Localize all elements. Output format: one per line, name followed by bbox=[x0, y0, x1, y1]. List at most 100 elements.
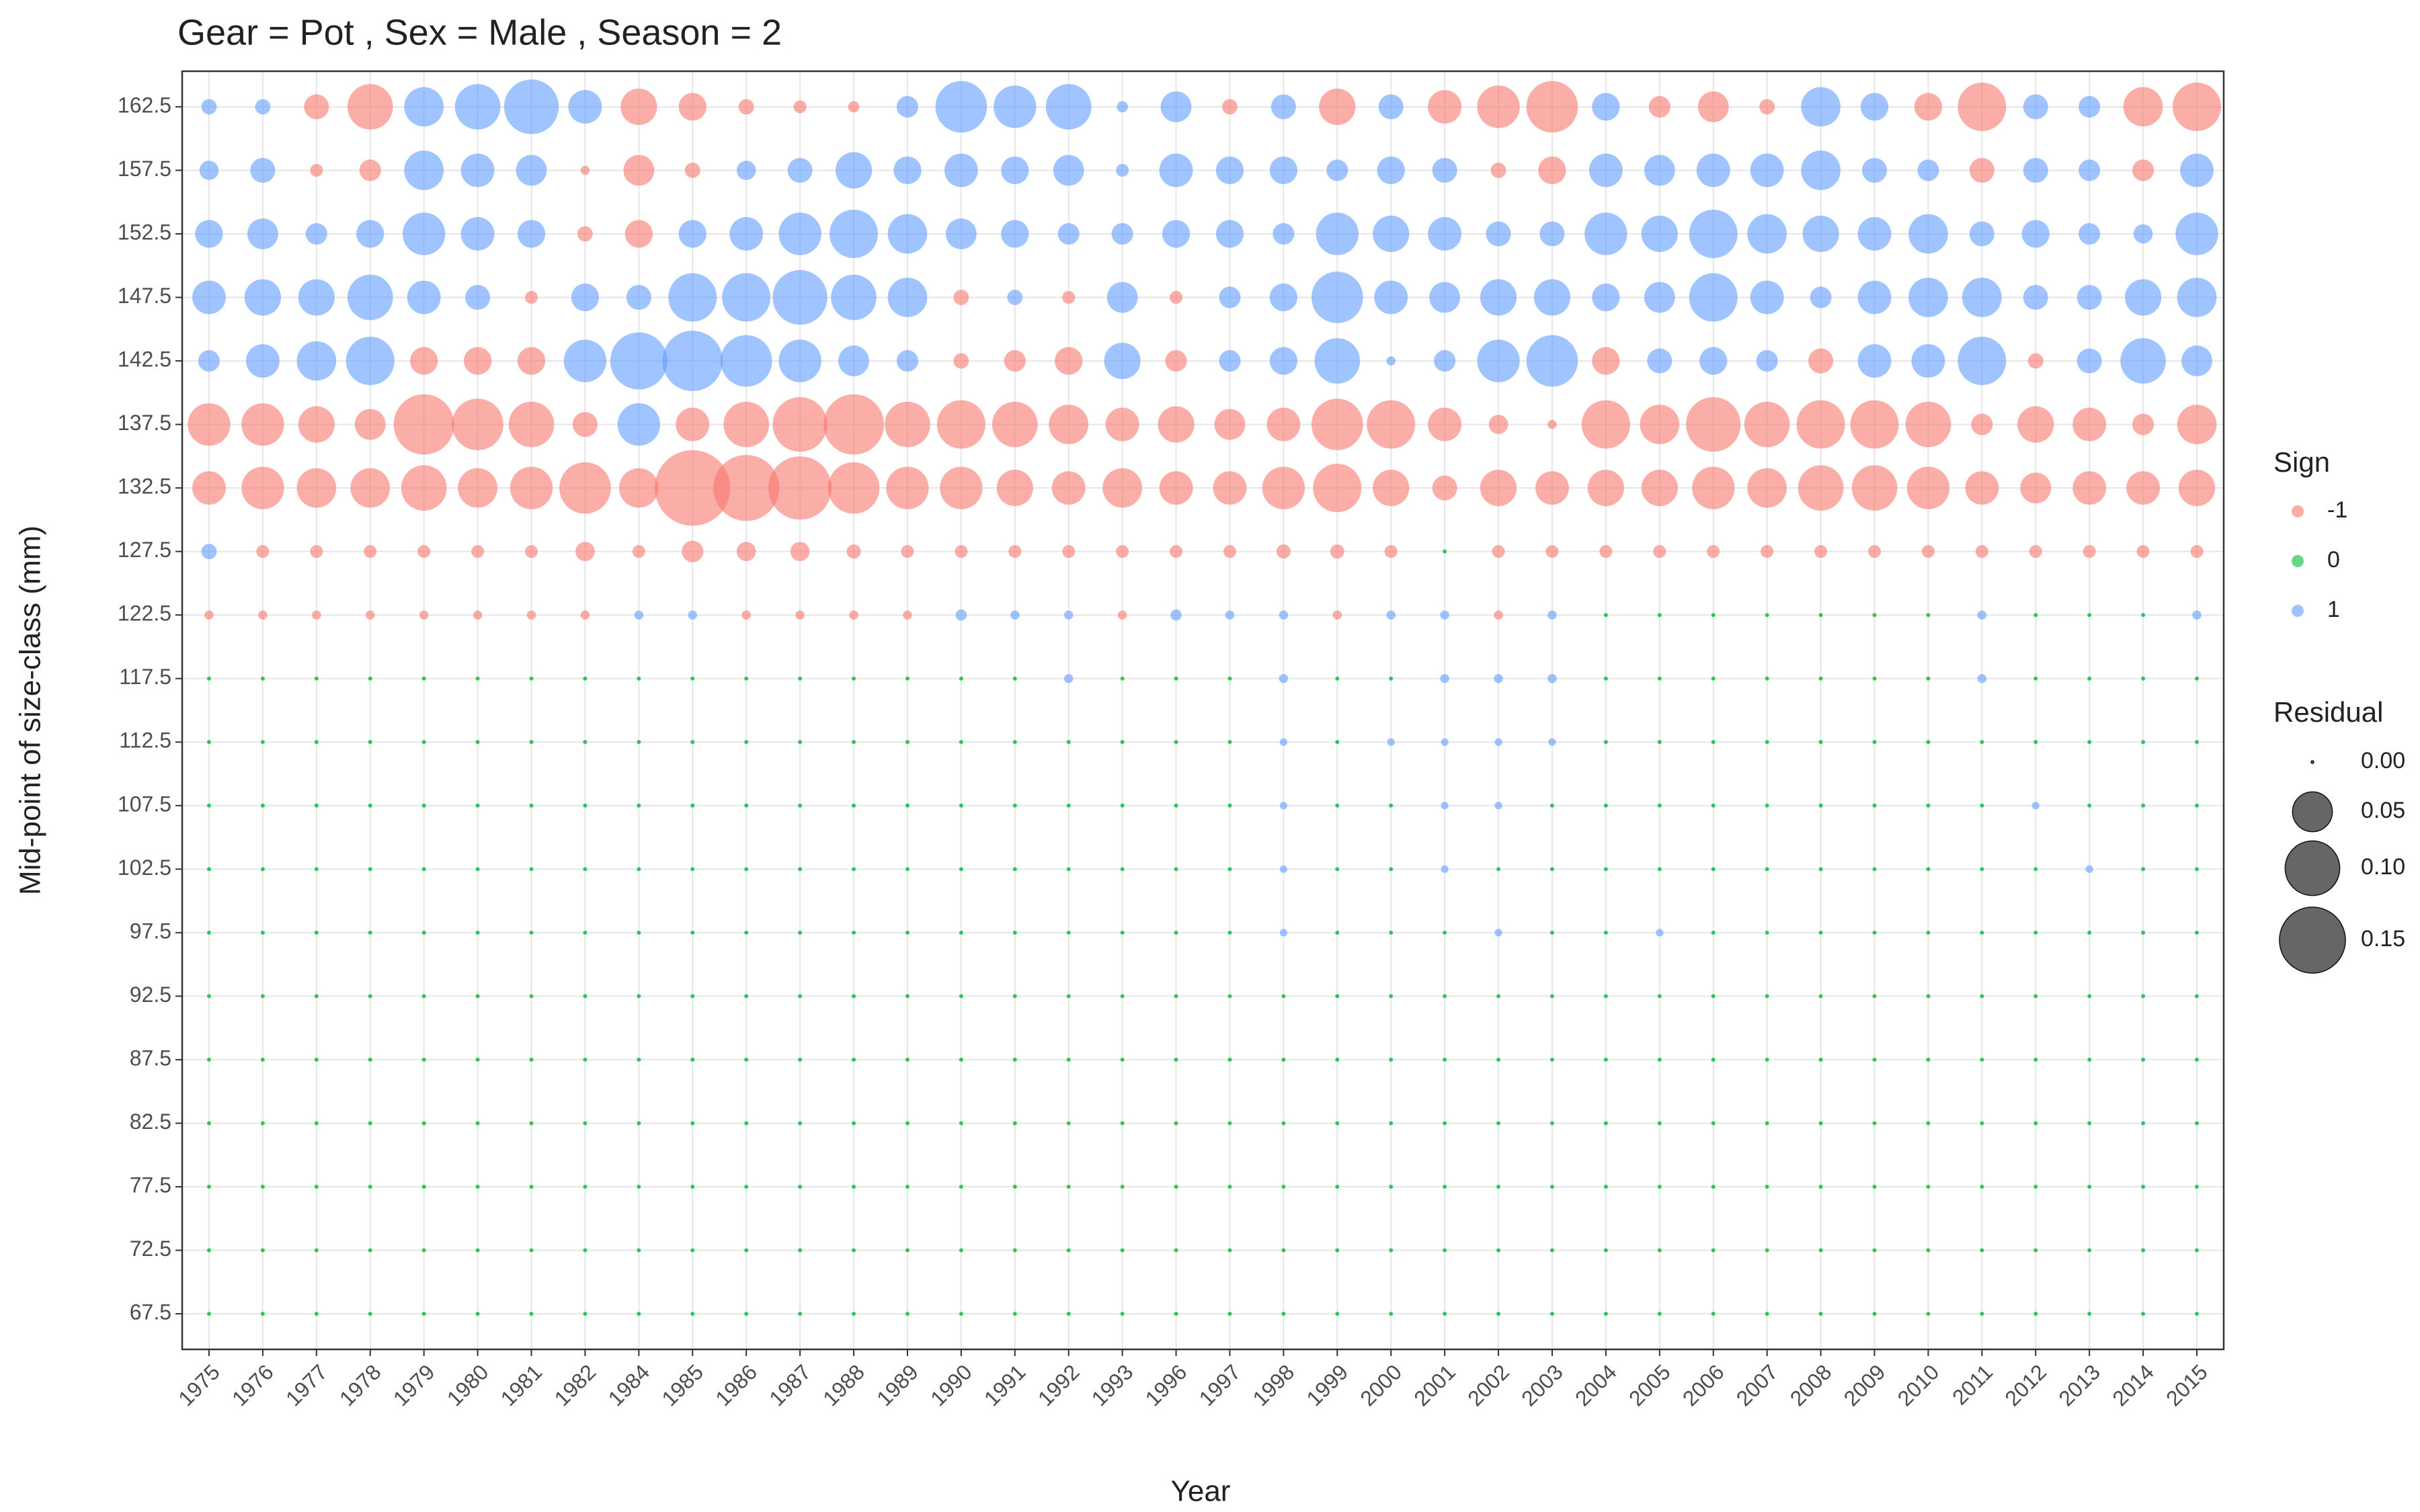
bubble bbox=[896, 95, 918, 118]
bubble bbox=[1174, 1057, 1178, 1062]
bubble bbox=[1174, 1184, 1178, 1189]
bubble bbox=[529, 1248, 534, 1253]
y-tick-label: 67.5 bbox=[130, 1300, 171, 1325]
bubble bbox=[1756, 350, 1778, 372]
bubble bbox=[2132, 413, 2154, 435]
bubble bbox=[2087, 740, 2092, 745]
bubble bbox=[1867, 545, 1882, 558]
bubble bbox=[1926, 1057, 1931, 1062]
bubble bbox=[798, 740, 803, 745]
bubble bbox=[1980, 1312, 1984, 1316]
bubble bbox=[1269, 283, 1298, 312]
bubble bbox=[1102, 468, 1142, 508]
bubble bbox=[1926, 740, 1931, 745]
bubble bbox=[1373, 215, 1410, 253]
bubble bbox=[1975, 545, 1988, 558]
bubble bbox=[637, 676, 641, 681]
bubble bbox=[347, 84, 393, 130]
bubble bbox=[1174, 740, 1178, 745]
bubble bbox=[1441, 738, 1449, 746]
bubble bbox=[1012, 930, 1017, 935]
bubble bbox=[1872, 613, 1877, 618]
bubble bbox=[848, 101, 860, 113]
plot-panel bbox=[182, 71, 2224, 1349]
bubble bbox=[1801, 87, 1841, 127]
bubble bbox=[1389, 1184, 1394, 1189]
bubble bbox=[1818, 1248, 1823, 1253]
bubble bbox=[1440, 610, 1449, 620]
bubble bbox=[690, 676, 695, 681]
bubble bbox=[690, 740, 695, 745]
bubble bbox=[1012, 1184, 1017, 1189]
bubble bbox=[1549, 1248, 1554, 1253]
bubble bbox=[1926, 803, 1931, 808]
bubble bbox=[359, 159, 381, 181]
bubble bbox=[2087, 613, 2092, 618]
bubble bbox=[1857, 280, 1892, 314]
bubble bbox=[1962, 278, 2002, 317]
bubble bbox=[905, 1057, 910, 1062]
bubble bbox=[1389, 1312, 1394, 1316]
bubble bbox=[852, 1248, 856, 1253]
bubble bbox=[559, 462, 611, 514]
bubble bbox=[421, 1312, 426, 1316]
bubble bbox=[2033, 1248, 2038, 1253]
bubble bbox=[1443, 1121, 1447, 1126]
bubble bbox=[744, 676, 749, 681]
bubble bbox=[260, 1121, 265, 1126]
bubble bbox=[1549, 1057, 1554, 1062]
bubble bbox=[1428, 89, 1462, 124]
bubble bbox=[421, 1184, 426, 1189]
bubble bbox=[690, 1057, 695, 1062]
bubble bbox=[2195, 930, 2200, 935]
bubble bbox=[1057, 222, 1080, 245]
bubble bbox=[1548, 738, 1556, 746]
bubble bbox=[1603, 1121, 1608, 1126]
bubble bbox=[1711, 740, 1716, 745]
bubble bbox=[835, 152, 873, 189]
y-tick-label: 97.5 bbox=[130, 919, 171, 943]
bubble bbox=[953, 290, 969, 305]
bubble bbox=[1477, 339, 1520, 382]
bubble bbox=[1711, 930, 1716, 935]
bubble bbox=[1818, 1121, 1823, 1126]
bubble bbox=[1711, 803, 1716, 808]
bubble bbox=[2132, 159, 2154, 181]
bubble bbox=[959, 1312, 963, 1316]
legend-size-key bbox=[2292, 791, 2333, 833]
bubble bbox=[1905, 401, 1951, 448]
bubble bbox=[1603, 803, 1608, 808]
bubble bbox=[1657, 740, 1662, 745]
bubble bbox=[1012, 867, 1017, 872]
bubble bbox=[2072, 471, 2107, 505]
bubble bbox=[475, 803, 480, 808]
bubble bbox=[2020, 472, 2052, 504]
legend-label: 0.15 bbox=[2361, 926, 2405, 952]
bubble bbox=[723, 401, 769, 448]
bubble bbox=[1914, 93, 1943, 121]
bubble bbox=[529, 867, 534, 872]
bubble bbox=[852, 1312, 856, 1316]
bubble bbox=[790, 542, 810, 561]
y-tick-label: 122.5 bbox=[118, 601, 171, 626]
bubble bbox=[2190, 545, 2204, 558]
bubble bbox=[2033, 613, 2038, 618]
bubble bbox=[2085, 865, 2093, 873]
bubble bbox=[1012, 994, 1017, 999]
bubble bbox=[1549, 1184, 1554, 1189]
bubble bbox=[201, 99, 217, 115]
bubble bbox=[1765, 1248, 1769, 1253]
bubble bbox=[250, 157, 276, 183]
bubble bbox=[1174, 676, 1178, 681]
bubble bbox=[1603, 740, 1608, 745]
bubble bbox=[583, 1057, 588, 1062]
bubble bbox=[1001, 156, 1029, 185]
bubble bbox=[1225, 610, 1235, 620]
chart-title: Gear = Pot , Sex = Male , Season = 2 bbox=[177, 12, 782, 52]
bubble bbox=[314, 867, 319, 872]
bubble bbox=[1276, 544, 1291, 559]
bubble bbox=[529, 676, 534, 681]
bubble bbox=[347, 274, 393, 321]
bubble bbox=[1657, 1312, 1662, 1316]
